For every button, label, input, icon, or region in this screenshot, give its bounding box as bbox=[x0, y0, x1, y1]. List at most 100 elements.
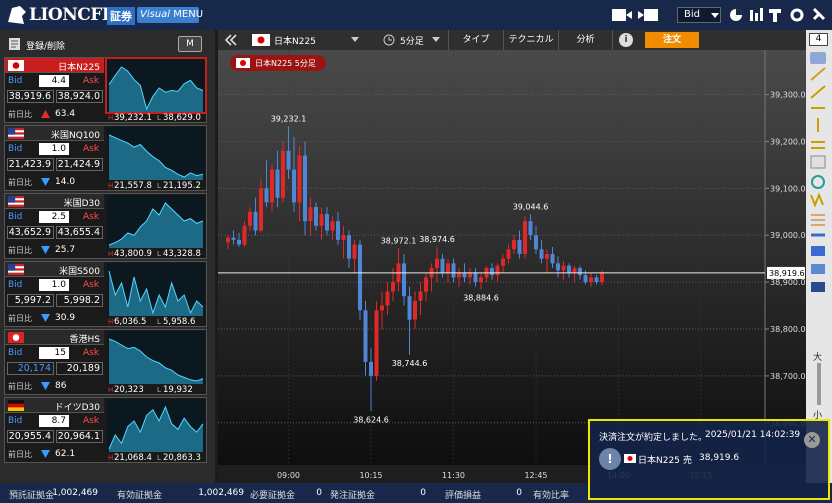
spread: 1.0 bbox=[39, 143, 69, 155]
flag bbox=[8, 136, 24, 139]
flag bbox=[8, 272, 24, 275]
edit-button[interactable]: 登録/削除 bbox=[26, 42, 66, 52]
change-value: 86 bbox=[55, 381, 67, 391]
change-label: 前日比 bbox=[8, 450, 32, 459]
candle-body bbox=[231, 237, 236, 240]
collapse-button[interactable] bbox=[224, 34, 238, 46]
card-header: 香港HS bbox=[5, 330, 104, 345]
flag bbox=[8, 132, 24, 135]
bid-label: Bid bbox=[8, 76, 23, 86]
instrument-card[interactable]: 米国S500 Bid 1.0 Ask 5,997.2 5,998.2 前日比 30.9 H 6,0… bbox=[4, 261, 207, 327]
change-label: 前日比 bbox=[8, 246, 32, 255]
candle-body bbox=[352, 244, 357, 259]
high-label: H bbox=[108, 250, 114, 258]
mode-button[interactable]: M bbox=[178, 36, 202, 52]
price-select[interactable]: Bid bbox=[677, 7, 721, 23]
change-arrow bbox=[41, 382, 50, 390]
analysis-button[interactable]: 分析 bbox=[558, 30, 613, 50]
visual-menu[interactable]: Visual MENU bbox=[137, 7, 203, 23]
instrument-card[interactable]: 日本N225 Bid 4.4 Ask 38,919.6 38,924.0 前日比 63.4 H 3… bbox=[4, 57, 207, 123]
flag bbox=[8, 332, 24, 343]
flag bbox=[8, 202, 24, 205]
candle-body bbox=[374, 310, 379, 376]
low-label: L bbox=[157, 182, 161, 190]
sparkline bbox=[107, 263, 205, 316]
close-button[interactable]: ✕ bbox=[804, 432, 820, 448]
instrument-card[interactable]: 米国D30 Bid 2.5 Ask 43,652.9 43,655.4 前日比 25.7 H 43… bbox=[4, 193, 207, 259]
change-arrow bbox=[41, 110, 50, 118]
candle-body bbox=[501, 258, 505, 266]
bid-label: Bid bbox=[8, 348, 23, 358]
card-header: 米国D30 bbox=[5, 194, 104, 209]
dropdown-arrow bbox=[432, 37, 440, 42]
bid-price: 21,423.9 bbox=[7, 158, 54, 171]
bid-label: Bid bbox=[8, 212, 23, 222]
high-label: H bbox=[108, 114, 114, 122]
candle-body bbox=[561, 265, 566, 271]
candle-body bbox=[242, 225, 247, 245]
candle-body bbox=[314, 207, 318, 226]
candle-body bbox=[391, 282, 395, 292]
card-header: 米国NQ100 bbox=[5, 126, 104, 141]
candle-body bbox=[413, 300, 417, 320]
annotation: 39,232.1 bbox=[271, 114, 307, 123]
sparkline bbox=[107, 127, 205, 180]
high-value: 20,323 bbox=[114, 385, 144, 395]
candle-body bbox=[325, 214, 329, 231]
type-button[interactable]: タイプ bbox=[448, 30, 503, 50]
flag bbox=[8, 200, 24, 203]
watchlist: 登録/削除 M 日本N225 Bid 4.4 Ask 38,919.6 38,924.0 前… bbox=[0, 30, 215, 483]
symbol-select[interactable]: 日本N225 bbox=[274, 37, 316, 47]
sparkline-area bbox=[109, 271, 203, 316]
price-select-text: Bid bbox=[684, 9, 700, 20]
x-tick-label: 11:30 bbox=[442, 471, 465, 480]
ask-price: 20,964.1 bbox=[56, 430, 103, 443]
timeframe-select[interactable]: 5分足 bbox=[400, 37, 424, 47]
annotation: 38,972.1 bbox=[381, 236, 417, 245]
candle-body bbox=[462, 272, 467, 278]
logo-icon bbox=[8, 6, 26, 24]
candle-body bbox=[435, 258, 439, 269]
instrument-name: 日本N225 bbox=[58, 63, 100, 73]
candle-body bbox=[506, 249, 511, 259]
info-button[interactable]: i bbox=[619, 33, 633, 47]
candle-body bbox=[473, 272, 478, 283]
select-arrow bbox=[711, 13, 719, 18]
chart-label-box bbox=[230, 55, 326, 71]
candle-body bbox=[281, 150, 285, 198]
panel-count[interactable]: 4 bbox=[809, 33, 828, 46]
menu: MENU bbox=[173, 9, 204, 20]
status-value: 0 bbox=[516, 488, 522, 498]
zoom-slider[interactable] bbox=[817, 363, 821, 405]
status-label: 評価損益 bbox=[445, 491, 482, 501]
candle-body bbox=[275, 169, 280, 198]
instrument-card[interactable]: ドイツD30 Bid 8.7 Ask 20,955.4 20,964.1 前日比 62.1 H 2… bbox=[4, 397, 207, 463]
flag bbox=[8, 134, 24, 137]
candle-body bbox=[523, 221, 527, 254]
annotation: 38,884.6 bbox=[463, 293, 499, 302]
change-arrow-shape bbox=[41, 246, 50, 254]
flag bbox=[8, 128, 24, 131]
low-value: 21,195.2 bbox=[163, 181, 201, 191]
instrument-card[interactable]: 米国NQ100 Bid 1.0 Ask 21,423.9 21,424.9 前日比 14.0 H… bbox=[4, 125, 207, 191]
annotation: 39,044.6 bbox=[513, 202, 549, 211]
instrument-card[interactable]: 香港HS Bid 15 Ask 20,174 20,189 前日比 86 H 20,323 L 19,… bbox=[4, 329, 207, 395]
low-value: 19,932 bbox=[163, 385, 193, 395]
candle-body bbox=[347, 235, 351, 259]
y-tick-label: 39,100.0 bbox=[770, 184, 806, 193]
flag bbox=[8, 128, 16, 135]
tool-icons bbox=[810, 52, 826, 292]
candle-body bbox=[539, 249, 544, 259]
high-value: 21,068.4 bbox=[114, 453, 152, 463]
sparkline bbox=[107, 195, 205, 248]
order-button[interactable]: 注文 bbox=[645, 32, 699, 48]
technical-button[interactable]: テクニカル bbox=[503, 30, 558, 50]
notification-flag bbox=[624, 454, 636, 463]
bid-price: 20,174 bbox=[7, 362, 54, 375]
x-tick-label: 10:15 bbox=[359, 471, 382, 480]
high-label: H bbox=[108, 454, 114, 462]
chart-background bbox=[218, 50, 806, 465]
change-label: 前日比 bbox=[8, 178, 32, 187]
status-label: 必要証拠金 bbox=[250, 491, 296, 501]
status-value: 1,002,469 bbox=[198, 488, 244, 498]
